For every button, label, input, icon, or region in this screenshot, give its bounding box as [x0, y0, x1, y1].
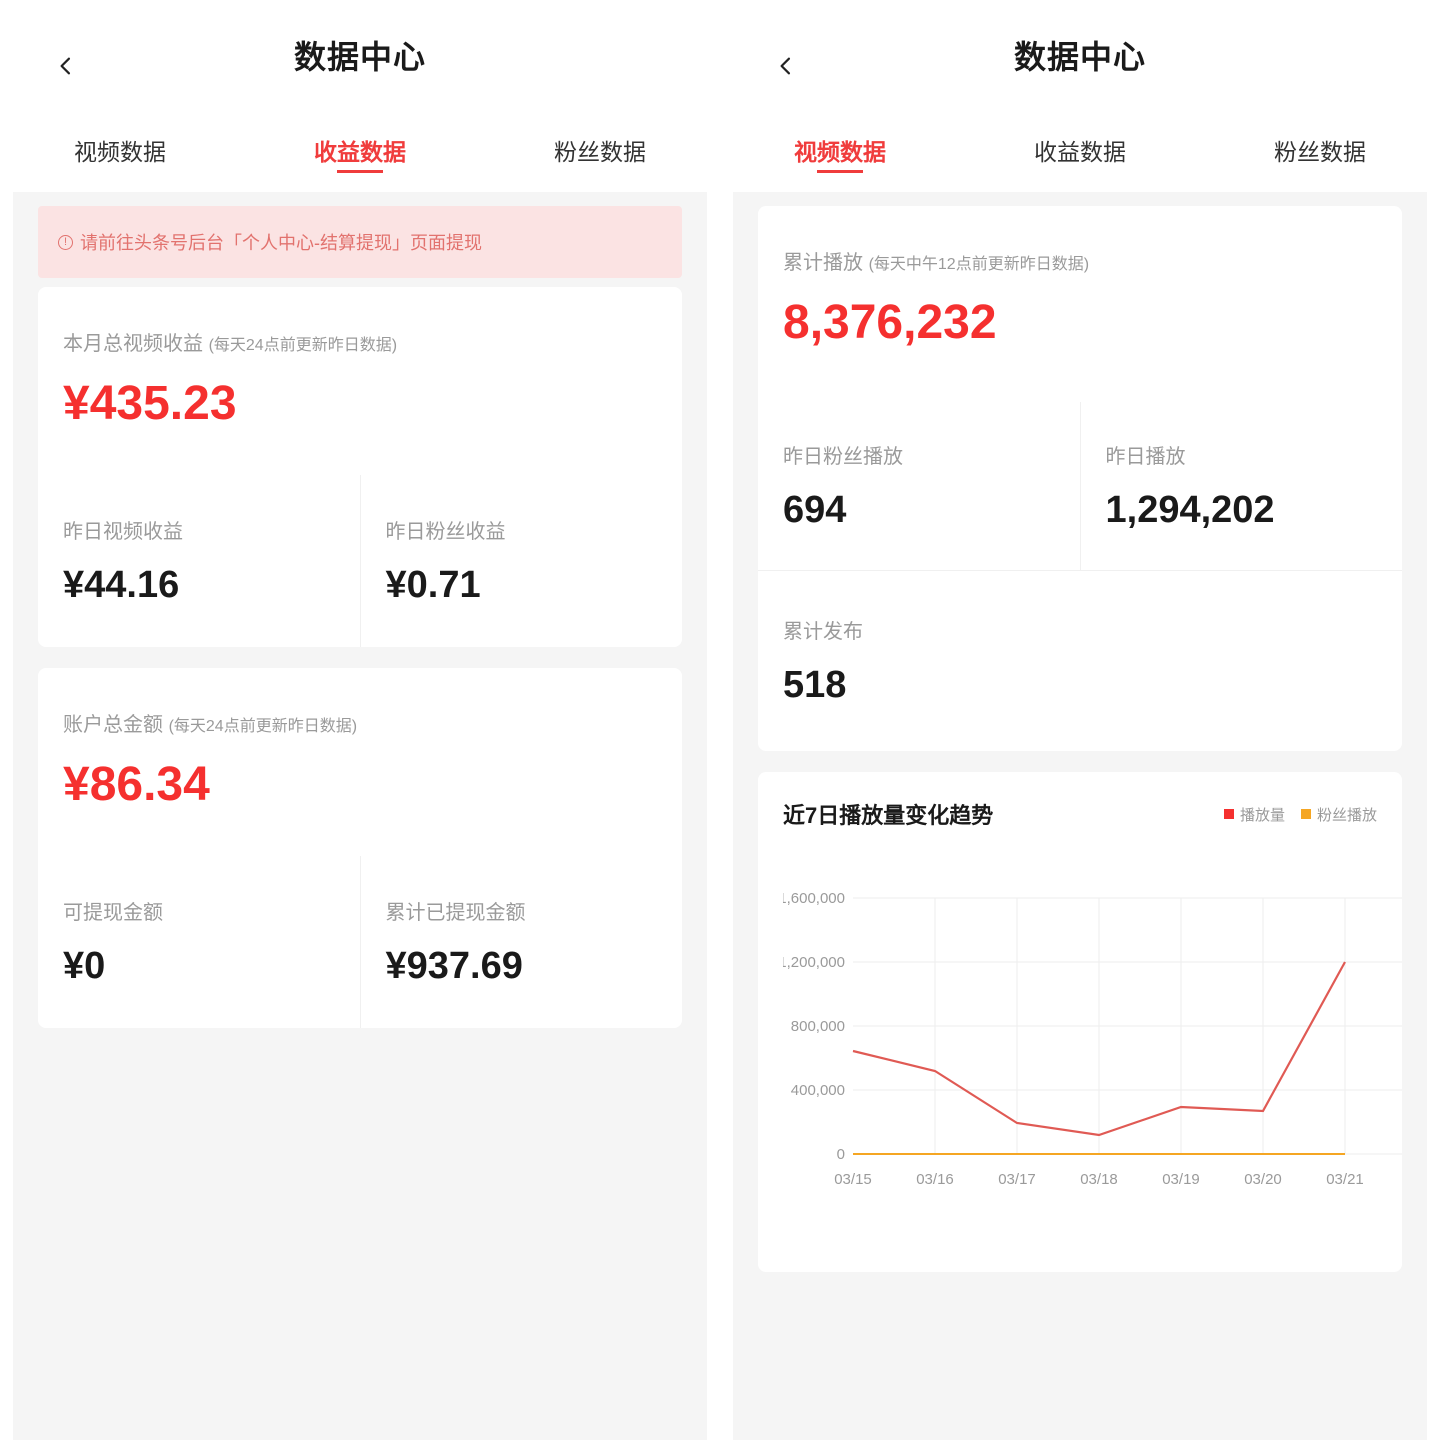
svg-text:03/21: 03/21 — [1326, 1171, 1364, 1188]
svg-text:03/15: 03/15 — [834, 1171, 872, 1188]
svg-text:03/17: 03/17 — [998, 1171, 1036, 1188]
svg-text:0: 0 — [837, 1146, 845, 1163]
svg-text:03/16: 03/16 — [916, 1171, 954, 1188]
svg-text:800,000: 800,000 — [791, 1018, 845, 1035]
svg-text:1,200,000: 1,200,000 — [783, 954, 845, 971]
svg-text:400,000: 400,000 — [791, 1082, 845, 1099]
svg-text:1,600,000: 1,600,000 — [783, 890, 845, 907]
svg-text:03/19: 03/19 — [1162, 1171, 1200, 1188]
svg-text:03/20: 03/20 — [1244, 1171, 1282, 1188]
svg-text:03/18: 03/18 — [1080, 1171, 1118, 1188]
